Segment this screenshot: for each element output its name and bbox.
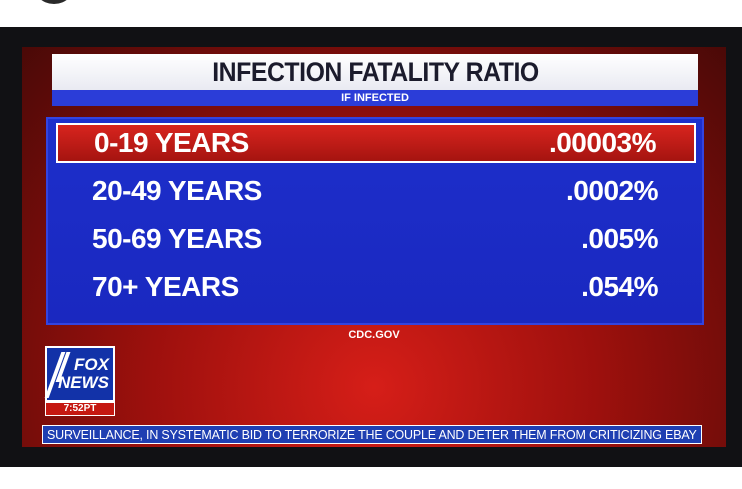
graphic-title: INFECTION FATALITY RATIO [211,56,539,87]
age-group: 0-19 YEARS [94,127,249,158]
logo-line-1: FOX [74,355,109,374]
ticker-text: SURVEILLANCE, IN SYSTEMATIC BID TO TERRO… [47,427,697,442]
news-ticker: SURVEILLANCE, IN SYSTEMATIC BID TO TERRO… [42,425,702,444]
ratio-row: 70+ YEARS .054% [56,267,696,307]
ratio-row: 20-49 YEARS .0002% [56,171,696,211]
broadcast-screen: INFECTION FATALITY RATIO IF INFECTED 0-1… [22,47,726,447]
age-group: 50-69 YEARS [92,223,262,254]
ratio-row: 50-69 YEARS .005% [56,219,696,259]
ratio-value: .054% [581,271,658,302]
title-bar: INFECTION FATALITY RATIO [52,54,698,90]
age-group: 20-49 YEARS [92,175,262,206]
age-group: 70+ YEARS [92,271,239,302]
time-badge: 7:52PT [45,402,115,416]
channel-logo: FOX NEWS 7:52PT [44,346,115,416]
ratio-value: .00003% [548,127,657,158]
ratio-row: 0-19 YEARS .00003% [56,123,696,163]
tv-frame: INFECTION FATALITY RATIO IF INFECTED 0-1… [0,27,742,467]
corner-shape [32,0,76,4]
top-border [0,0,742,27]
ratio-value: .005% [581,223,658,254]
ratio-value: .0002% [566,175,658,206]
logo-box: FOX NEWS [44,346,115,402]
ratio-panel: 0-19 YEARS .00003% 20-49 YEARS .0002% 50… [46,117,704,325]
subtitle-bar: IF INFECTED [52,90,698,106]
logo-line-2: NEWS [58,373,109,392]
graphic-subtitle: IF INFECTED [341,92,409,104]
bottom-border [0,467,742,489]
source-label: CDC.GOV [348,329,400,341]
